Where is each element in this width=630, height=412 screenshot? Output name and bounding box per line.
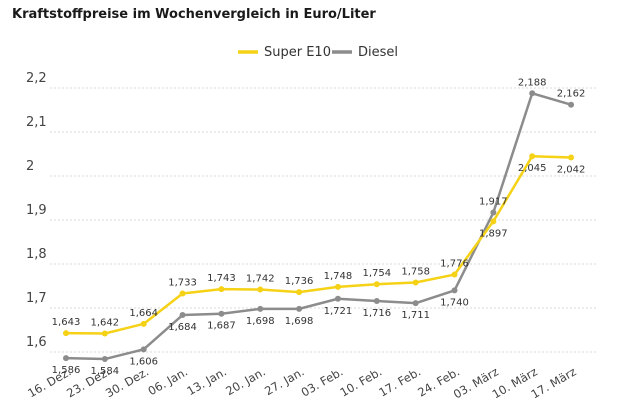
- data-label-diesel: 1,716: [362, 308, 391, 319]
- data-point-super-e10: [101, 330, 108, 337]
- y-axis-ticks: 1,6 1,7 1,8 1,9 2 2,1 2,2: [26, 71, 47, 350]
- data-point-super-e10: [334, 283, 341, 290]
- data-label-diesel: 1,740: [440, 297, 469, 308]
- data-point-diesel: [218, 310, 225, 317]
- data-label-diesel: 1,586: [52, 365, 81, 376]
- data-label-diesel: 2,188: [518, 77, 547, 88]
- data-point-super-e10: [218, 286, 225, 293]
- gridlines: [50, 87, 598, 353]
- data-label-diesel: 1,606: [129, 356, 158, 367]
- series-line-super-e10: [65, 154, 572, 335]
- data-label-diesel: 1,721: [324, 306, 353, 317]
- data-label-diesel: 1,698: [246, 316, 275, 327]
- x-tick-label: 20. Jan.: [223, 364, 268, 398]
- data-label-super-e10: 1,642: [91, 318, 120, 329]
- data-point-diesel: [490, 209, 497, 216]
- data-point-diesel: [568, 101, 575, 108]
- data-label-super-e10: 2,042: [557, 165, 586, 176]
- series-lines: [63, 90, 575, 363]
- chart-title: Kraftstoffpreise im Wochenvergleich in E…: [12, 7, 376, 22]
- data-point-diesel: [296, 305, 303, 312]
- data-point-diesel: [334, 295, 341, 302]
- data-label-super-e10: 1,748: [324, 271, 353, 282]
- data-label-diesel: 1,684: [168, 322, 197, 333]
- data-label-super-e10: 1,742: [246, 274, 275, 285]
- data-point-diesel: [140, 346, 147, 353]
- data-label-super-e10: 1,776: [440, 259, 469, 270]
- data-label-super-e10: 1,643: [52, 317, 81, 328]
- x-tick-label: 03. Feb.: [299, 364, 346, 399]
- data-point-super-e10: [490, 218, 497, 225]
- y-tick-label: 2,2: [26, 71, 47, 86]
- legend-label-super-e10: Super E10: [264, 45, 331, 60]
- data-point-super-e10: [179, 290, 186, 297]
- y-tick-label: 2: [26, 159, 34, 174]
- data-point-diesel: [451, 287, 458, 294]
- x-tick-label: 13. Jan.: [184, 364, 229, 398]
- x-tick-label: 17. Feb.: [376, 364, 423, 399]
- data-point-super-e10: [412, 279, 419, 286]
- x-tick-label: 06. Jan.: [146, 364, 191, 398]
- data-label-super-e10: 1,758: [401, 266, 430, 277]
- data-label-super-e10: 1,897: [479, 228, 508, 239]
- y-tick-label: 1,9: [26, 203, 47, 218]
- data-point-diesel: [529, 90, 536, 97]
- data-point-super-e10: [529, 153, 536, 160]
- data-point-super-e10: [63, 330, 69, 337]
- data-point-diesel: [101, 356, 108, 363]
- data-label-diesel: 1,687: [207, 321, 236, 332]
- data-point-super-e10: [257, 286, 264, 293]
- x-tick-label: 27. Jan.: [262, 364, 307, 398]
- data-label-diesel: 2,162: [557, 89, 586, 100]
- x-tick-label: 17. März: [529, 364, 579, 401]
- data-label-diesel: 1,698: [285, 316, 314, 327]
- data-point-super-e10: [373, 281, 380, 288]
- data-point-diesel: [257, 305, 264, 312]
- data-point-super-e10: [451, 271, 458, 278]
- x-tick-label: 10. Feb.: [337, 364, 384, 399]
- y-tick-label: 1,6: [26, 335, 47, 350]
- data-labels: 1,643 1,642 1,664 1,733 1,743 1,742 1,736 1,748…: [52, 77, 586, 377]
- legend: Super E10 Diesel: [238, 45, 398, 60]
- data-label-super-e10: 2,045: [518, 163, 547, 174]
- data-label-super-e10: 1,743: [207, 273, 236, 284]
- data-point-super-e10: [140, 320, 147, 327]
- data-point-diesel: [412, 300, 419, 307]
- data-label-super-e10: 1,736: [285, 276, 314, 287]
- data-point-diesel: [373, 297, 380, 304]
- data-label-super-e10: 1,733: [168, 277, 197, 288]
- y-tick-label: 2,1: [26, 115, 47, 130]
- data-label-diesel: 1,711: [401, 310, 430, 321]
- data-point-super-e10: [568, 154, 575, 161]
- data-label-super-e10: 1,664: [129, 308, 158, 319]
- data-point-diesel: [63, 355, 69, 362]
- data-label-diesel: 1,584: [91, 366, 120, 377]
- data-label-super-e10: 1,754: [362, 268, 391, 279]
- data-label-diesel: 1,917: [479, 197, 508, 208]
- data-point-super-e10: [296, 289, 303, 296]
- legend-label-diesel: Diesel: [358, 45, 398, 60]
- y-tick-label: 1,8: [26, 247, 47, 262]
- series-line-diesel: [65, 92, 572, 361]
- y-tick-label: 1,7: [26, 291, 47, 306]
- data-point-diesel: [179, 312, 186, 319]
